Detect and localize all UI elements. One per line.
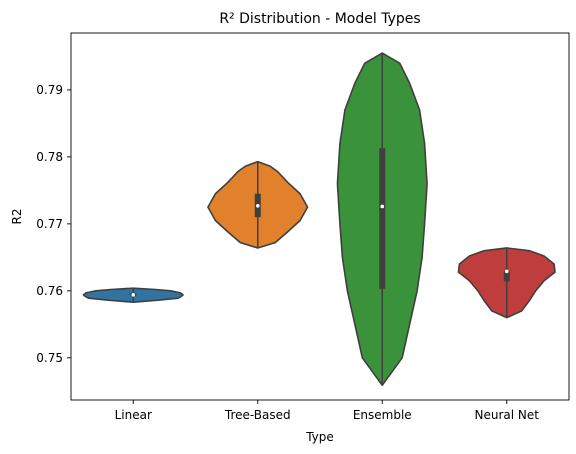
x-tick-label: Linear — [115, 408, 152, 422]
y-axis: 0.75 0.76 0.77 0.78 0.79 — [36, 83, 71, 365]
violin-iqr-box — [379, 148, 386, 289]
violin-linear — [82, 287, 184, 304]
violin-median-dot — [504, 269, 509, 274]
x-tick-label: Neural Net — [475, 408, 540, 422]
y-tick-label: 0.75 — [36, 351, 63, 365]
y-tick-label: 0.78 — [36, 150, 63, 164]
y-tick-label: 0.79 — [36, 83, 63, 97]
violin-neural-net — [457, 247, 556, 319]
violin-iqr-box — [503, 270, 510, 282]
y-tick-label: 0.76 — [36, 284, 63, 298]
plot-area — [82, 52, 556, 387]
y-axis-label: R2 — [10, 209, 24, 225]
x-tick-label: Ensemble — [353, 408, 412, 422]
y-tick-label: 0.77 — [36, 217, 63, 231]
violin-tree-based — [207, 160, 309, 249]
violin-median-dot — [131, 293, 136, 297]
x-axis: Linear Tree-Based Ensemble Neural Net — [115, 400, 540, 422]
violin-ensemble — [336, 52, 428, 387]
chart-title: R² Distribution - Model Types — [219, 11, 420, 27]
x-axis-label: Type — [305, 430, 334, 444]
violin-median-dot — [255, 203, 260, 208]
x-tick-label: Tree-Based — [224, 408, 291, 422]
plot-frame — [70, 32, 570, 401]
violin-median-dot — [380, 204, 385, 209]
